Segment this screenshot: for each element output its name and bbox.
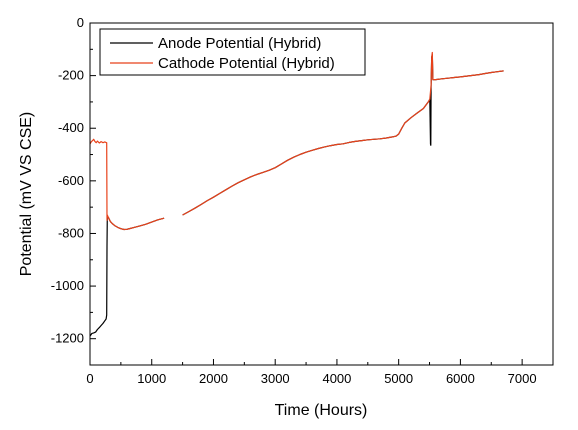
x-tick-label: 7000 bbox=[508, 371, 537, 386]
y-axis: 0 -200 -400 -600 -800 -1000 -1200 bbox=[51, 15, 96, 366]
x-tick-label: 6000 bbox=[446, 371, 475, 386]
y-tick-label: -1200 bbox=[51, 331, 84, 346]
y-axis-label: Potential (mV VS CSE) bbox=[18, 112, 35, 277]
legend: Anode Potential (Hybrid) Cathode Potenti… bbox=[99, 28, 366, 76]
x-tick-label: 5000 bbox=[384, 371, 413, 386]
x-axis: 0 1000 2000 3000 4000 5000 6000 7000 bbox=[86, 359, 554, 386]
plot-area-frame bbox=[89, 22, 554, 366]
x-tick-label: 4000 bbox=[322, 371, 351, 386]
series-layer bbox=[89, 51, 504, 337]
series-line-anode-1 bbox=[89, 215, 165, 337]
y-tick-label: -200 bbox=[58, 68, 84, 83]
y-tick-label: -400 bbox=[58, 120, 84, 135]
series-line-anode-2 bbox=[182, 53, 504, 216]
x-tick-label: 0 bbox=[86, 371, 93, 386]
series-line-cathode-2 bbox=[182, 51, 504, 216]
legend-label-cathode: Cathode Potential (Hybrid) bbox=[158, 55, 335, 72]
x-tick-label: 2000 bbox=[199, 371, 228, 386]
y-tick-label: 0 bbox=[77, 15, 84, 30]
y-tick-label: -1000 bbox=[51, 278, 84, 293]
series-line-cathode-1 bbox=[89, 138, 165, 231]
x-axis-label: Time (Hours) bbox=[275, 402, 368, 419]
y-tick-label: -600 bbox=[58, 173, 84, 188]
legend-box bbox=[99, 28, 366, 76]
x-tick-label: 1000 bbox=[137, 371, 166, 386]
legend-label-anode: Anode Potential (Hybrid) bbox=[158, 35, 321, 52]
x-tick-label: 3000 bbox=[261, 371, 290, 386]
y-tick-label: -800 bbox=[58, 225, 84, 240]
